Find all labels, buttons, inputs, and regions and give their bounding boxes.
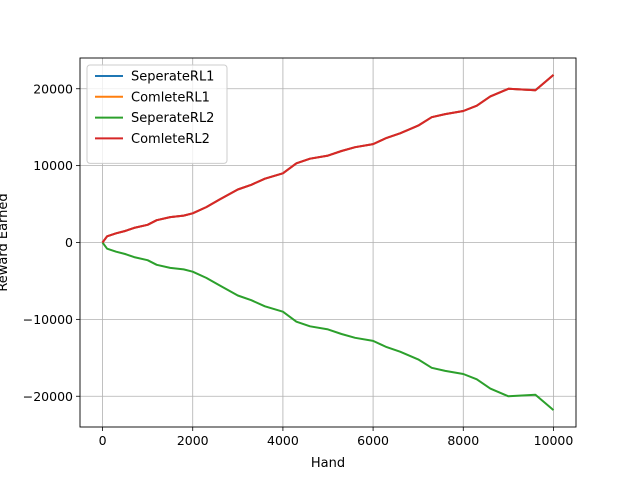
legend: SeperateRL1 ComleteRL1 SeperateRL2 ComleteR…: [86, 64, 228, 164]
legend-entry: SeperateRL2: [131, 111, 214, 126]
legend-entry: SeperateRL1: [131, 70, 214, 85]
series-line-seperaterl2: [101, 241, 555, 411]
series-lines: [101, 74, 555, 411]
y-tick-label: 0: [65, 235, 73, 250]
axis-ticks: 0 2000 4000 6000 8000 10000 −20000 −10000 0 10000…: [23, 81, 574, 448]
y-tick-label: −10000: [23, 312, 73, 327]
y-tick-label: 10000: [33, 158, 73, 173]
x-tick-label: 6000: [357, 433, 389, 448]
x-tick-label: 4000: [267, 433, 299, 448]
x-tick-label: 10000: [534, 433, 574, 448]
x-tick-label: 0: [99, 433, 107, 448]
y-tick-label: −20000: [23, 389, 73, 404]
legend-entry: ComleteRL2: [131, 132, 210, 147]
grid-lines: [80, 58, 576, 427]
x-tick-label: 2000: [177, 433, 209, 448]
x-axis-label: Hand: [311, 456, 345, 471]
x-tick-label: 8000: [447, 433, 479, 448]
series-line-comleterl2: [101, 74, 555, 244]
legend-entry: ComleteRL1: [131, 90, 210, 105]
y-tick-label: 20000: [33, 81, 73, 96]
y-axis-label: Reward Earned: [0, 193, 11, 291]
